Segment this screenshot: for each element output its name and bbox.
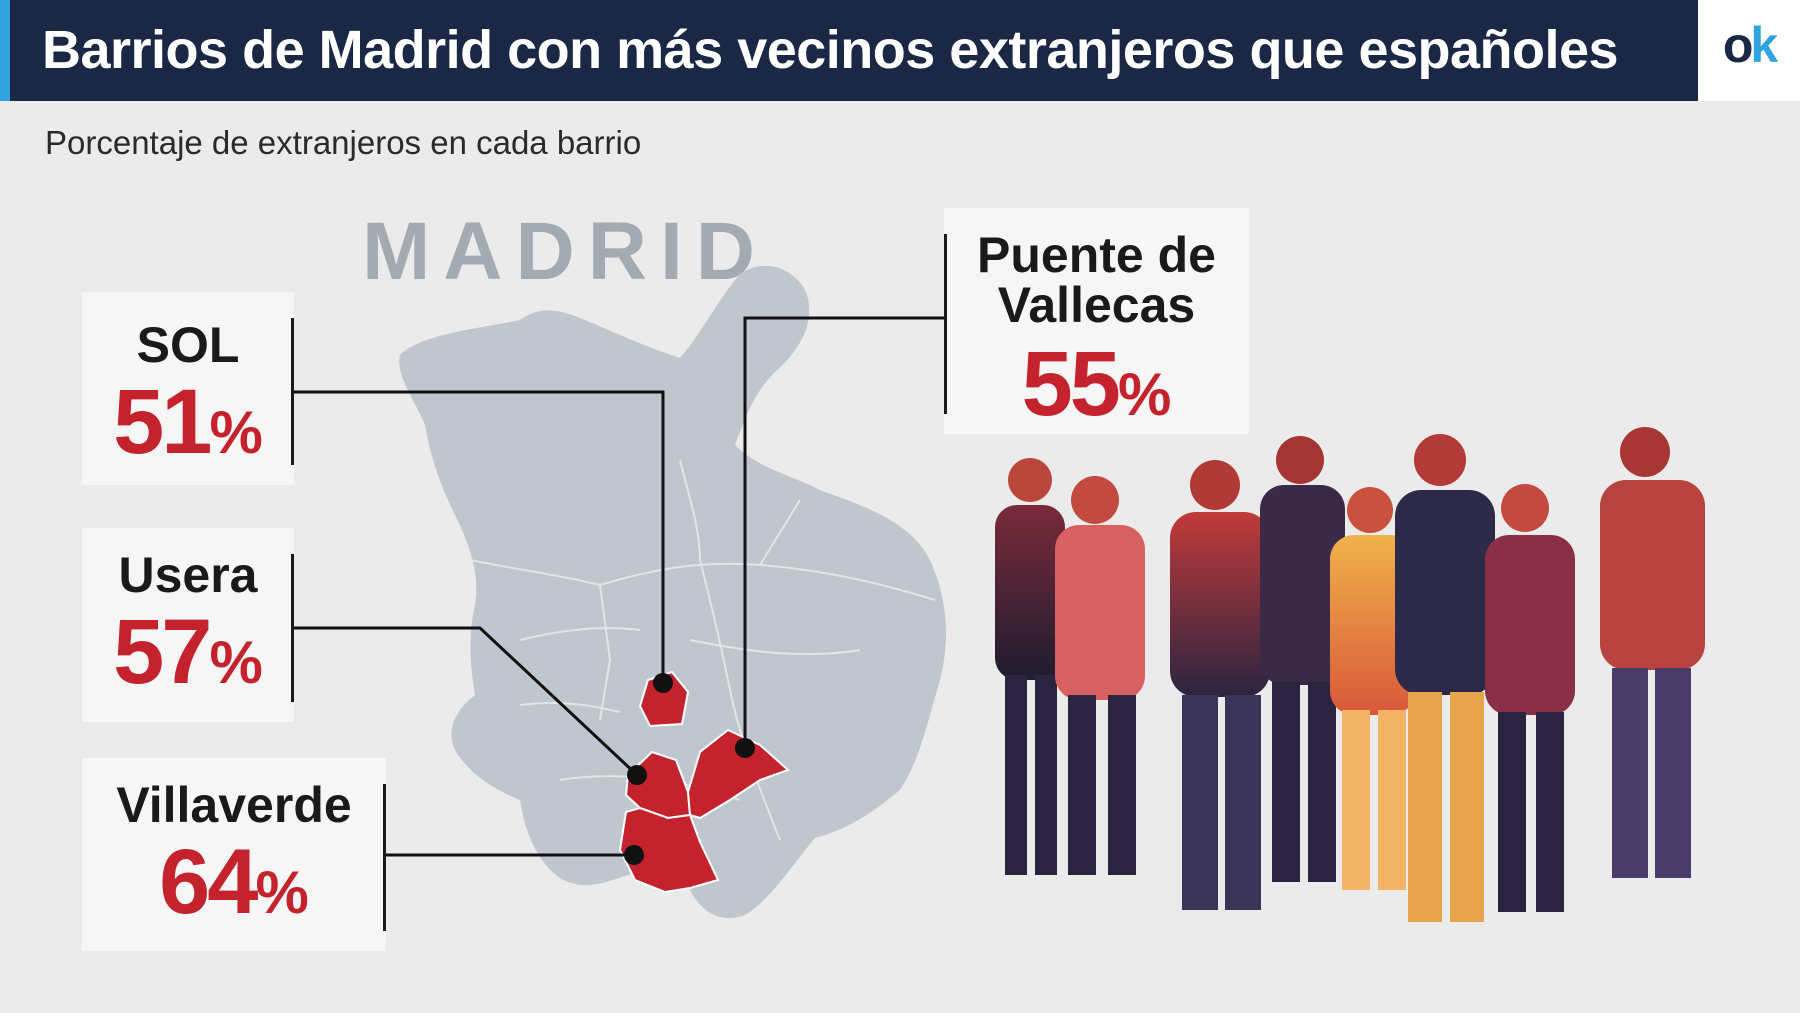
person-figure-8: [1600, 427, 1705, 878]
page-title: Barrios de Madrid con más vecinos extran…: [42, 20, 1619, 80]
subtitle: Porcentaje de extranjeros en cada barrio: [45, 124, 642, 161]
crowd-of-people-illustration: [995, 427, 1705, 922]
person-figure-2: [1055, 476, 1145, 875]
callout-vallecas-name-line1: Puente de: [977, 227, 1216, 283]
person-figure-1: [995, 458, 1065, 875]
district-puente-de-vallecas: [686, 728, 790, 820]
title-bar: Barrios de Madrid con más vecinos extran…: [0, 0, 1800, 101]
person-figure-3: [1170, 460, 1270, 910]
ok-logo-icon: ok: [1722, 17, 1778, 73]
callout-vallecas-name-line2: Vallecas: [997, 277, 1196, 333]
district-villaverde: [618, 806, 720, 894]
district-sol: [638, 670, 690, 728]
callout-sol-name: SOL: [136, 317, 240, 373]
callout-puente-de-vallecas: Puente de Vallecas 55%: [944, 208, 1249, 434]
callout-usera: Usera 57%: [82, 528, 294, 722]
person-figure-4: [1260, 436, 1345, 882]
connector-lines: [294, 316, 944, 857]
callout-sol: SOL 51%: [82, 292, 294, 485]
callout-sol-value: 51%: [113, 371, 263, 473]
callout-villaverde-value: 64%: [159, 831, 309, 933]
accent-stripe: [0, 0, 10, 101]
person-figure-7: [1485, 484, 1575, 912]
ok-logo: ok: [1698, 0, 1800, 101]
callout-usera-value: 57%: [113, 601, 263, 703]
person-figure-6: [1395, 434, 1495, 922]
callout-vallecas-value: 55%: [1021, 333, 1172, 435]
madrid-outline: [399, 265, 946, 919]
callout-villaverde-name: Villaverde: [116, 777, 352, 833]
callout-usera-name: Usera: [118, 547, 258, 603]
map-label: MADRID: [362, 206, 768, 297]
connector-dots: [624, 673, 755, 865]
person-figure-5: [1330, 487, 1415, 890]
callout-villaverde: Villaverde 64%: [82, 758, 386, 951]
